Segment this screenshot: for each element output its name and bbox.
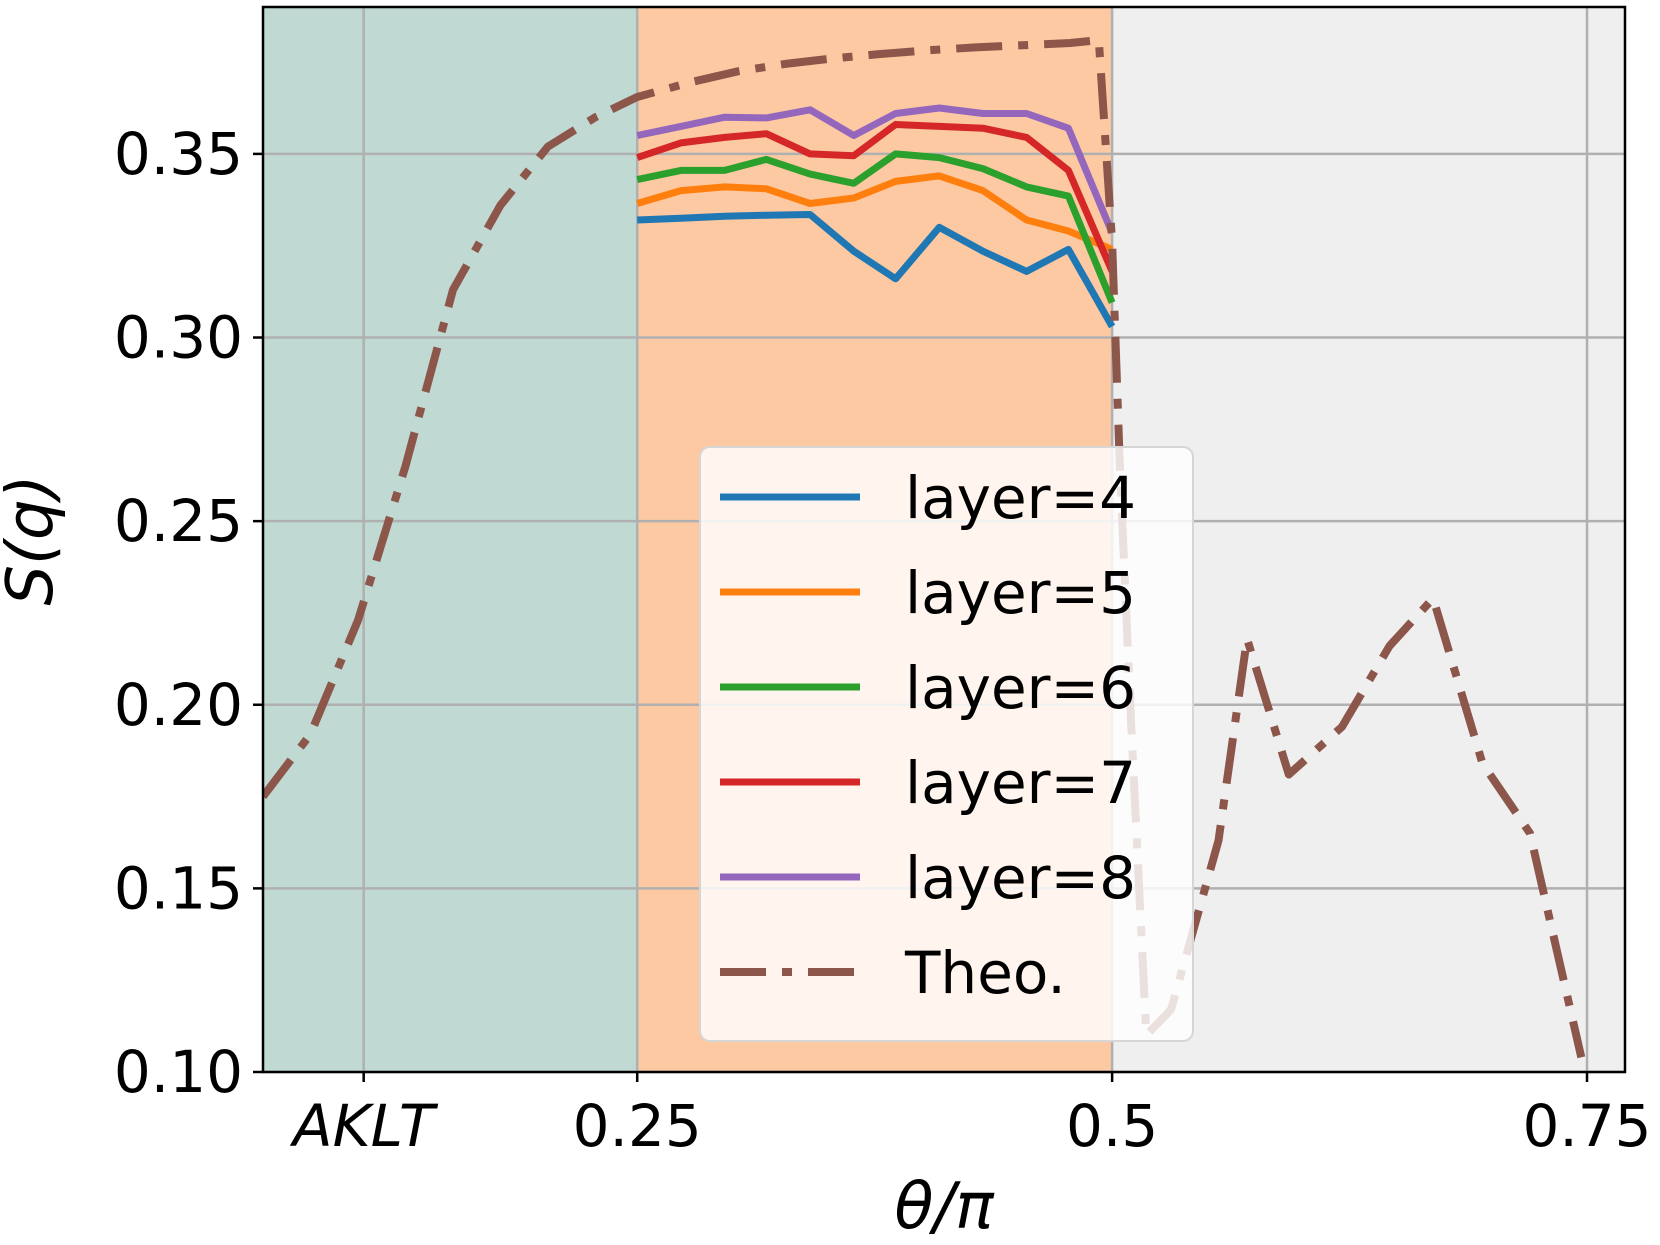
series-line-layer=7 (636, 121, 1116, 273)
series-line-layer=5 (636, 172, 1114, 253)
x-tick-label: 0.75 (1522, 1092, 1651, 1160)
legend: layer=4 layer=5 layer=6 layer=7 layer=8 Theo. (699, 446, 1194, 1042)
x-tick-label: 0.5 (1066, 1092, 1158, 1160)
y-tick-label: 0.20 (114, 671, 243, 739)
region-2 (1112, 7, 1625, 1072)
legend-label-Theo.: Theo. (904, 939, 1066, 1007)
y-axis-label: S(q) (0, 474, 68, 605)
series-line-layer=8 (636, 104, 1116, 235)
series-line-layer=6 (636, 150, 1116, 304)
plot-frame (261, 5, 1627, 1074)
x-axis-label: θ/π (894, 1170, 995, 1244)
legend-label-layer=6: layer=6 (905, 654, 1136, 722)
y-tick-label: 0.35 (114, 120, 243, 188)
legend-label-layer=4: layer=4 (905, 464, 1136, 532)
legend-label-layer=5: layer=5 (905, 559, 1136, 627)
x-tick-label: AKLT (289, 1092, 439, 1160)
region-0 (263, 7, 638, 1072)
axis-ticks: 0.10 0.15 0.20 0.25 0.30 0.35 AKLT 0.25 0.5 0.75 (114, 120, 1652, 1160)
series-lines (263, 36, 1586, 1059)
y-tick-label: 0.30 (114, 304, 243, 372)
series-line-Theo. (263, 36, 1586, 1059)
legend-label-layer=8: layer=8 (905, 844, 1136, 912)
x-tick-label: 0.25 (573, 1092, 702, 1160)
y-tick-label: 0.15 (114, 854, 243, 922)
legend-label-layer=7: layer=7 (905, 749, 1136, 817)
y-tick-label: 0.10 (114, 1038, 243, 1106)
y-tick-label: 0.25 (114, 487, 243, 555)
series-line-layer=4 (637, 211, 1116, 329)
